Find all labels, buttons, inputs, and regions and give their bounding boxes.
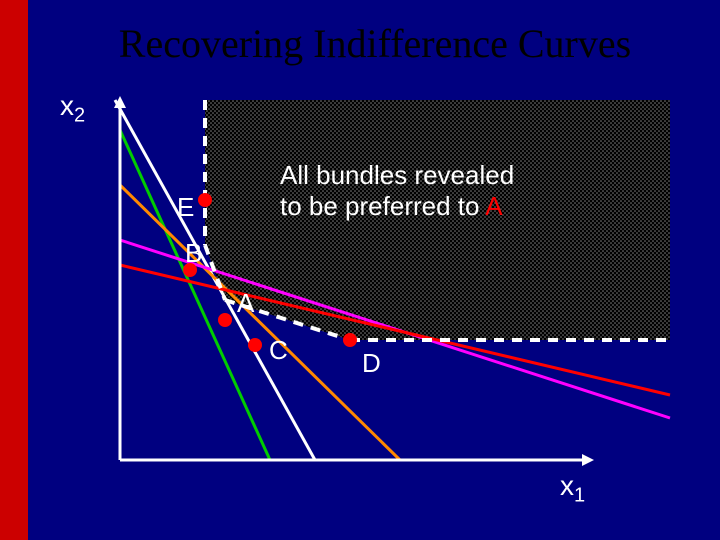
point-label-A: A bbox=[237, 288, 254, 319]
point-label-E: E bbox=[177, 192, 194, 223]
point-C bbox=[248, 338, 262, 352]
annotation-line2: to be preferred to A bbox=[280, 191, 514, 222]
point-label-B: B bbox=[185, 238, 202, 269]
x-axis-arrow bbox=[582, 454, 594, 466]
point-A bbox=[218, 313, 232, 327]
point-E bbox=[198, 193, 212, 207]
point-label-D: D bbox=[362, 348, 381, 379]
point-D bbox=[343, 333, 357, 347]
point-label-C: C bbox=[269, 335, 288, 366]
annotation-line1: All bundles revealed bbox=[280, 160, 514, 191]
annotation-preferred: All bundles revealed to be preferred to … bbox=[280, 160, 514, 222]
chart-area: x2 x1 All bundles revealed to be preferr… bbox=[70, 90, 690, 520]
chart-svg bbox=[70, 90, 690, 510]
page-title: Recovering Indifference Curves bbox=[50, 20, 700, 67]
left-stripe bbox=[0, 0, 28, 540]
